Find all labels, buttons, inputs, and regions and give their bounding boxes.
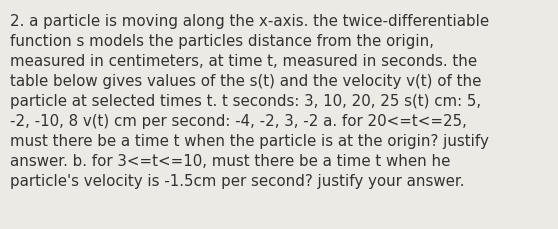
Text: 2. a particle is moving along the x-axis. the twice-differentiable
function s mo: 2. a particle is moving along the x-axis…: [10, 14, 489, 188]
